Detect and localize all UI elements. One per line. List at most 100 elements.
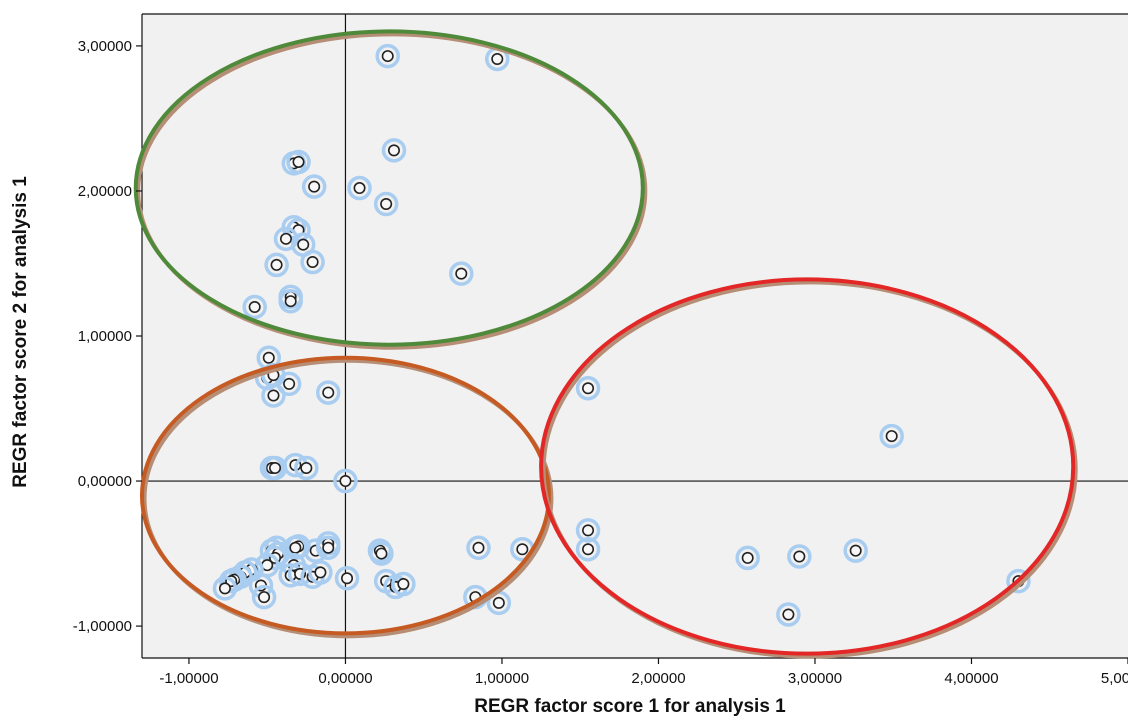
data-point: [286, 149, 311, 175]
data-point-marker: [284, 295, 297, 308]
data-point-marker: [782, 608, 795, 621]
data-point: [575, 536, 601, 562]
lower-cluster-ring: [140, 355, 551, 636]
data-point-marker: [279, 232, 292, 245]
data-point-marker: [793, 550, 806, 563]
data-point-marker: [306, 256, 319, 269]
data-point-halo: [286, 149, 311, 175]
data-point: [373, 191, 399, 217]
data-point-marker: [270, 258, 283, 271]
data-point-halo: [261, 383, 286, 408]
reference-lines: [142, 14, 1128, 658]
y-tick-label: 3,00000: [78, 38, 132, 55]
x-tick-label: 2,00000: [631, 670, 685, 687]
x-axis-ticks: -1,00000 0,00000 1,00000 2,00000 3,00000 4,00…: [159, 658, 1128, 687]
data-point-marker: [339, 475, 352, 488]
data-point-halo: [218, 568, 244, 594]
data-point-halo: [735, 545, 760, 571]
data-point-halo: [843, 538, 868, 563]
data-point-halo: [391, 571, 416, 597]
right-cluster-ring: [539, 277, 1076, 656]
data-point-marker: [375, 547, 388, 560]
data-point-halo: [276, 371, 302, 397]
x-tick-label: 1,00000: [475, 670, 529, 687]
data-point: [787, 544, 812, 569]
right-cluster-shadow: [541, 280, 1078, 659]
data-point-halo: [1006, 568, 1031, 594]
data-point-marker: [885, 430, 898, 443]
data-point-halo: [776, 602, 801, 627]
data-point-marker: [248, 300, 261, 313]
data-point-marker: [741, 551, 754, 564]
data-point-halo: [381, 138, 407, 163]
data-point: [375, 43, 400, 69]
y-axis-ticks: -1,00000 0,00000 1,00000 2,00000 3,00000: [73, 38, 142, 635]
right-cluster: [539, 277, 1078, 659]
x-tick-label: 3,00000: [788, 670, 842, 687]
data-point-halo: [212, 576, 238, 601]
data-point: [347, 175, 372, 201]
data-point-marker: [516, 543, 529, 556]
data-point-halo: [333, 468, 358, 494]
data-point-marker: [292, 155, 305, 168]
x-tick-label: 4,00000: [944, 670, 998, 687]
data-point-halo: [575, 518, 601, 543]
data-point: [575, 375, 601, 401]
data-point: [242, 294, 267, 320]
data-point-marker: [218, 582, 231, 595]
y-tick-label: 0,00000: [78, 473, 132, 490]
data-point-halo: [315, 380, 341, 405]
data-point: [212, 576, 238, 601]
data-point: [369, 541, 394, 566]
data-point: [449, 261, 474, 286]
data-point: [879, 423, 904, 449]
data-point: [333, 468, 358, 494]
data-point: [391, 571, 416, 597]
data-point-marker: [289, 541, 302, 554]
data-point: [315, 535, 341, 561]
data-point: [264, 252, 289, 278]
data-point-halo: [575, 536, 601, 562]
data-point-halo: [278, 288, 303, 314]
data-point-halo: [575, 375, 601, 401]
data-point-marker: [381, 50, 394, 63]
data-point-marker: [397, 578, 410, 591]
data-point-halo: [315, 535, 341, 561]
data-point-halo: [787, 544, 812, 569]
data-point-marker: [455, 267, 468, 280]
data-point-marker: [353, 182, 366, 195]
data-point-marker: [308, 180, 321, 193]
data-point: [308, 560, 333, 585]
data-point-marker: [322, 541, 335, 554]
data-point: [283, 535, 308, 561]
y-tick-label: -1,00000: [73, 618, 132, 635]
data-point-halo: [375, 43, 400, 69]
lower-cluster-shadow: [142, 358, 554, 639]
data-point-marker: [283, 377, 296, 390]
data-point-halo: [264, 252, 289, 278]
data-point-halo: [879, 423, 904, 449]
data-point: [776, 602, 801, 627]
data-point-marker: [380, 198, 393, 211]
x-tick-label: 0,00000: [318, 670, 372, 687]
data-point: [261, 383, 286, 408]
data-point-halo: [251, 584, 277, 610]
data-point-halo: [369, 541, 394, 566]
data-point-marker: [267, 389, 280, 402]
data-point-marker: [300, 461, 313, 474]
data-point: [276, 371, 302, 397]
data-point-marker: [472, 541, 485, 554]
data-point-marker: [258, 591, 271, 604]
data-point-halo: [347, 175, 372, 201]
data-point-halo: [449, 261, 474, 286]
data-points: [212, 43, 1031, 627]
y-tick-label: 2,00000: [78, 183, 132, 200]
lower-cluster: [140, 355, 554, 639]
data-point-marker: [582, 382, 595, 395]
data-point-marker: [492, 596, 505, 609]
data-point-halo: [308, 560, 333, 585]
data-point-halo: [242, 294, 267, 320]
x-tick-label: -1,00000: [159, 670, 218, 687]
data-point-halo: [466, 535, 491, 561]
